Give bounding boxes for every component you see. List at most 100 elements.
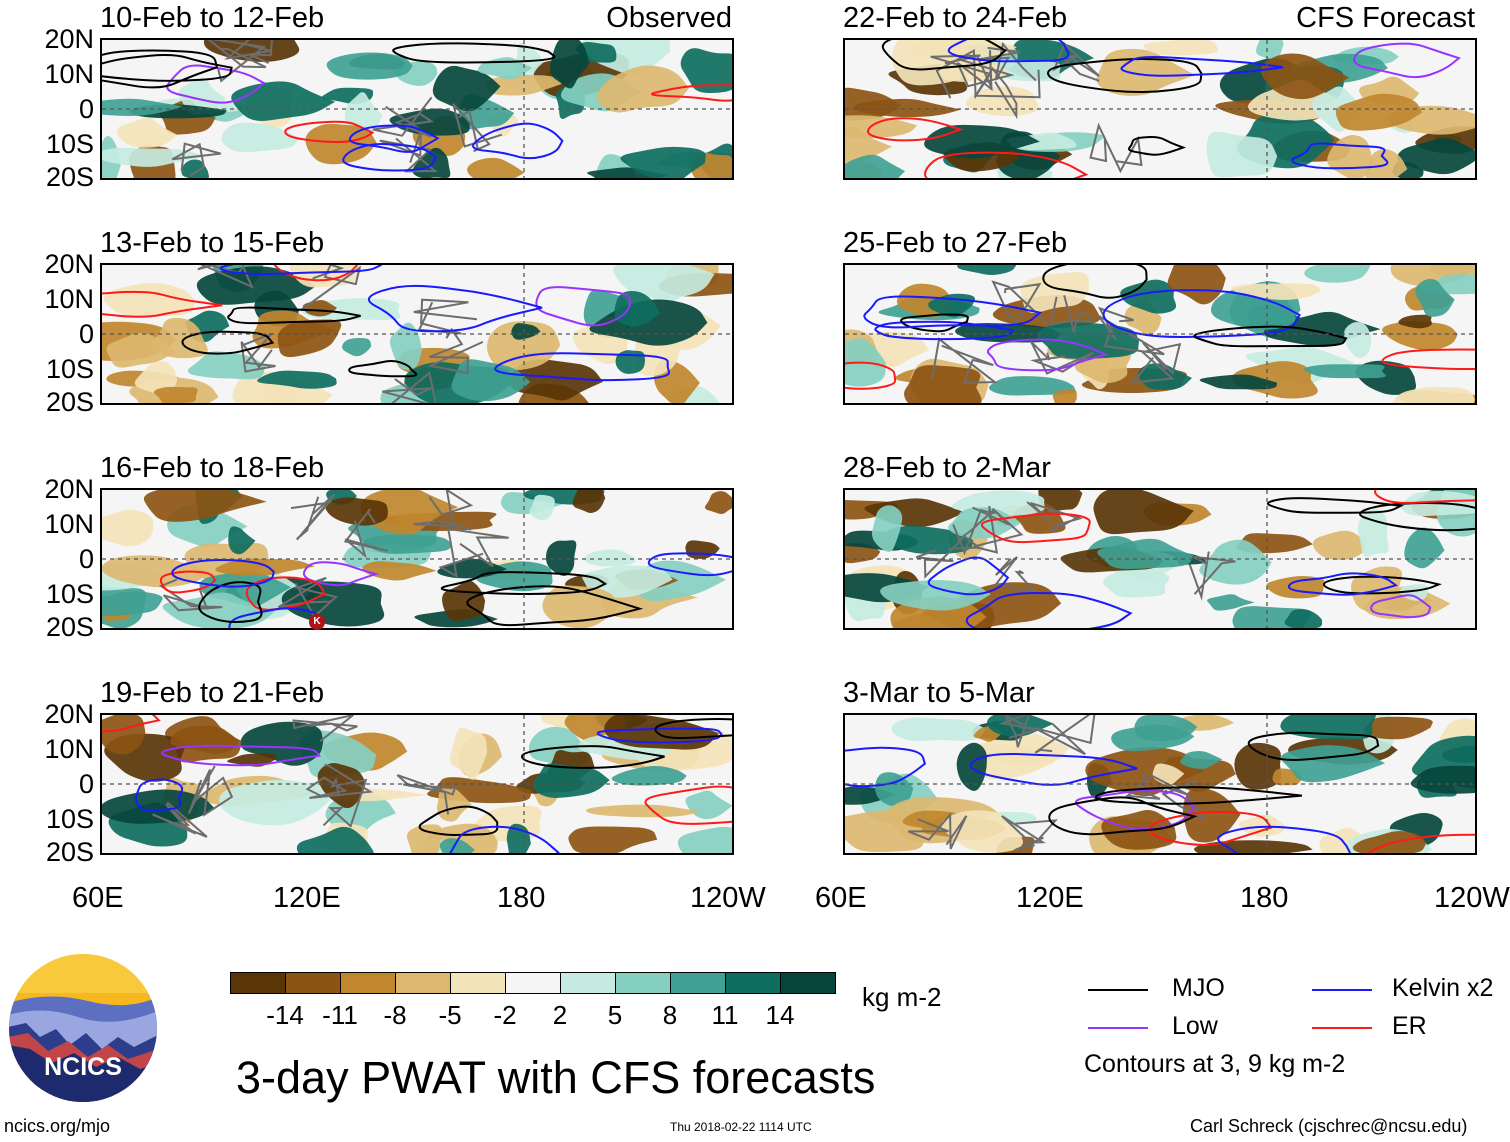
wave-contour (348, 124, 440, 153)
wave-contour (965, 591, 1133, 628)
colorbar-tick-label: 2 (552, 1000, 568, 1030)
coastline (438, 527, 509, 578)
coastline (907, 812, 968, 850)
colorbar-tick-label: -14 (266, 1000, 304, 1030)
lat-label: 0 (78, 769, 94, 799)
pwat-anomaly-area (153, 386, 198, 403)
pwat-anomaly-area (277, 319, 342, 358)
wave-contour (647, 552, 732, 577)
wave-contour (596, 727, 723, 744)
wave-contour (348, 360, 418, 378)
wave-contour (1266, 497, 1405, 514)
pwat-anomaly-area (1303, 364, 1386, 379)
wave-contour (1353, 42, 1461, 79)
colorbar-swatch (230, 972, 286, 994)
pwat-anomaly-area (1036, 322, 1139, 359)
pwat-anomaly-area (545, 540, 577, 576)
wave-contour (1102, 289, 1301, 339)
lat-label: 10N (44, 59, 94, 89)
pwat-anomaly-area (988, 376, 1076, 396)
pwat-anomaly-area (150, 317, 208, 359)
pwat-anomaly-area (892, 614, 949, 628)
pwat-anomaly-area (1397, 138, 1475, 175)
wave-contour (1193, 325, 1348, 348)
pwat-anomaly-area (957, 265, 1017, 275)
pwat-anomaly-area (1020, 271, 1089, 314)
pwat-anomaly-area (296, 826, 374, 853)
panel-source-tag: Observed (606, 2, 732, 34)
legend-kelvin-label: Kelvin x2 (1392, 974, 1494, 1002)
coastline (171, 142, 221, 177)
pwat-anomaly-area (281, 581, 385, 627)
coastline (152, 801, 208, 838)
pwat-anomaly-area (1096, 48, 1196, 96)
wave-contour (535, 286, 631, 327)
pwat-anomaly-area (485, 74, 563, 96)
lat-label: 10N (44, 509, 94, 539)
pwat-anomaly-area (1180, 751, 1223, 769)
pwat-anomaly-area (406, 824, 442, 853)
wave-contour (449, 825, 560, 853)
colorbar-swatch (615, 972, 671, 994)
wave-contour (881, 40, 1007, 71)
legend-kelvin-line (1312, 989, 1372, 991)
pwat-anomaly-area (1357, 509, 1389, 557)
wave-contour (1127, 136, 1187, 156)
pwat-anomaly-area (257, 370, 337, 389)
coastline (413, 490, 474, 531)
panel-title: 28-Feb to 2-Mar (843, 452, 1051, 484)
wave-contour (102, 715, 161, 733)
coastline (973, 66, 1041, 120)
legend-mjo-label: MJO (1172, 974, 1225, 1002)
pwat-anomaly-area (305, 123, 377, 165)
map-panel-left-0 (100, 38, 734, 180)
panel-source-tag: CFS Forecast (1296, 2, 1475, 34)
wave-contour (863, 295, 1043, 329)
lat-label: 20S (45, 837, 94, 867)
wave-contour (227, 306, 361, 325)
main-title: 3-day PWAT with CFS forecasts (236, 1052, 876, 1103)
wave-contour (245, 576, 326, 611)
colorbar-tick-label: -2 (493, 1000, 517, 1030)
pwat-anomaly-area (342, 338, 372, 357)
pwat-anomaly-area (467, 157, 525, 178)
pwat-anomaly-area (1352, 831, 1426, 853)
lat-label: 0 (78, 94, 94, 124)
wave-contour (969, 753, 1138, 786)
wave-contour (219, 265, 382, 275)
wave-contour (1374, 490, 1475, 504)
pwat-anomaly-area (904, 365, 982, 403)
pwat-anomaly-area (203, 40, 300, 62)
wave-contour (1048, 796, 1198, 836)
map-panel-right-0 (843, 38, 1477, 180)
pwat-anomaly-area (511, 323, 541, 340)
legend-note: Contours at 3, 9 kg m-2 (1084, 1050, 1346, 1078)
wave-contour (1217, 825, 1352, 853)
pwat-anomaly-area (584, 549, 636, 567)
pwat-anomaly-area (451, 359, 531, 402)
colorbar-swatch (395, 972, 451, 994)
pwat-anomaly-area (102, 789, 215, 824)
coastline (322, 777, 368, 828)
wave-contour (228, 607, 322, 628)
wave-contour (102, 49, 219, 89)
wave-contour (161, 744, 321, 767)
ncics-logo: NCICS (8, 953, 158, 1103)
coastline (915, 535, 982, 579)
pwat-anomaly-area (1167, 265, 1226, 305)
pwat-anomaly-area (882, 525, 974, 555)
coastline (991, 280, 1050, 326)
pwat-anomaly-area (550, 40, 590, 89)
panel-title: 19-Feb to 21-Feb (100, 677, 325, 709)
colorbar-tick-label: -8 (383, 1000, 407, 1030)
colorbar-tick-label: 5 (607, 1000, 623, 1030)
pwat-anomaly-area (585, 804, 701, 818)
pwat-anomaly-area (228, 526, 256, 555)
lon-label-120e-left: 120E (273, 882, 341, 914)
wave-contour (845, 361, 897, 390)
wave-contour (1323, 575, 1442, 595)
colorbar-tick-label: 11 (711, 1000, 739, 1030)
colorbar-swatch (780, 972, 836, 994)
coastline (1125, 772, 1189, 800)
wave-contour (900, 313, 969, 333)
